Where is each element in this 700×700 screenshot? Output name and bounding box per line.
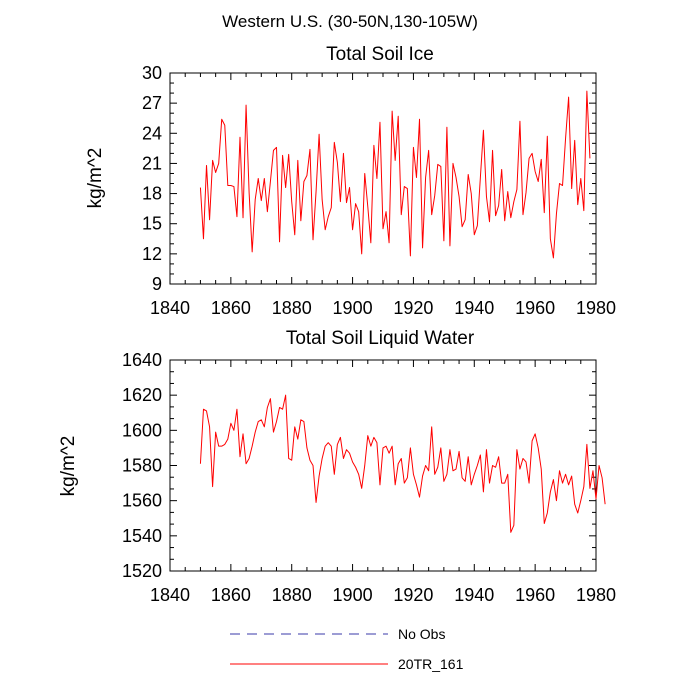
figure-title: Western U.S. (30-50N,130-105W) bbox=[222, 12, 478, 31]
soil-liquid-panel: Total Soil Liquid Water kg/m^2 1840 1860 1… bbox=[58, 328, 616, 605]
soil-liquid-y-tick-label: 1560 bbox=[122, 491, 162, 511]
soil-ice-x-tick-label: 1840 bbox=[150, 298, 190, 318]
soil-ice-series-20tr-161 bbox=[199, 90, 591, 259]
soil-ice-y-tick-label: 24 bbox=[142, 123, 162, 143]
soil-liquid-x-tick-label: 1860 bbox=[211, 585, 251, 605]
soil-ice-x-tick-label: 1880 bbox=[272, 298, 312, 318]
soil-liquid-y-tick-label: 1620 bbox=[122, 385, 162, 405]
soil-liquid-x-tick-label: 1920 bbox=[393, 585, 433, 605]
soil-liquid-chart-title: Total Soil Liquid Water bbox=[286, 328, 475, 349]
soil-ice-chart-title: Total Soil Ice bbox=[326, 44, 434, 65]
soil-liquid-x-tick-label: 1880 bbox=[272, 585, 312, 605]
soil-ice-plot-frame bbox=[169, 72, 597, 285]
soil-liquid-x-tick-label: 1960 bbox=[515, 585, 555, 605]
soil-liquid-y-tick-label: 1580 bbox=[122, 456, 162, 476]
soil-liquid-plot-frame bbox=[169, 359, 597, 572]
soil-liquid-x-tick-label: 1980 bbox=[576, 585, 616, 605]
soil-liquid-y-tick-label: 1540 bbox=[122, 526, 162, 546]
soil-liquid-y-tick-label: 1640 bbox=[122, 350, 162, 370]
soil-ice-x-tick-label: 1900 bbox=[333, 298, 373, 318]
soil-ice-y-tick-label: 27 bbox=[142, 93, 162, 113]
soil-liquid-series-20tr-161 bbox=[199, 394, 606, 533]
soil-liquid-x-tick-label: 1900 bbox=[333, 585, 373, 605]
soil-ice-x-tick-label: 1960 bbox=[515, 298, 555, 318]
soil-ice-x-tick-label: 1920 bbox=[393, 298, 433, 318]
soil-ice-y-tick-label: 9 bbox=[152, 274, 162, 294]
soil-liquid-x-tick-label: 1940 bbox=[454, 585, 494, 605]
soil-liquid-y-tick-label: 1520 bbox=[122, 561, 162, 581]
soil-ice-x-tick-label: 1860 bbox=[211, 298, 251, 318]
soil-ice-y-tick-label: 18 bbox=[142, 184, 162, 204]
soil-ice-y-tick-label: 30 bbox=[142, 63, 162, 83]
soil-ice-y-axis-label: kg/m^2 bbox=[85, 148, 106, 209]
soil-ice-panel: Total Soil Ice kg/m^2 1840 1860 1880 1900 19… bbox=[85, 44, 616, 318]
soil-ice-y-tick-label: 21 bbox=[142, 153, 162, 173]
soil-liquid-y-axis-label: kg/m^2 bbox=[58, 436, 79, 497]
soil-ice-x-tick-label: 1940 bbox=[454, 298, 494, 318]
soil-ice-y-tick-label: 15 bbox=[142, 214, 162, 234]
soil-liquid-x-tick-label: 1840 bbox=[150, 585, 190, 605]
legend-20tr-label: 20TR_161 bbox=[398, 656, 464, 672]
soil-ice-y-tick-label: 12 bbox=[142, 244, 162, 264]
soil-ice-x-tick-label: 1980 bbox=[576, 298, 616, 318]
legend-no-obs-label: No Obs bbox=[398, 626, 445, 642]
soil-liquid-y-tick-label: 1600 bbox=[122, 420, 162, 440]
legend: No Obs 20TR_161 bbox=[230, 626, 464, 672]
